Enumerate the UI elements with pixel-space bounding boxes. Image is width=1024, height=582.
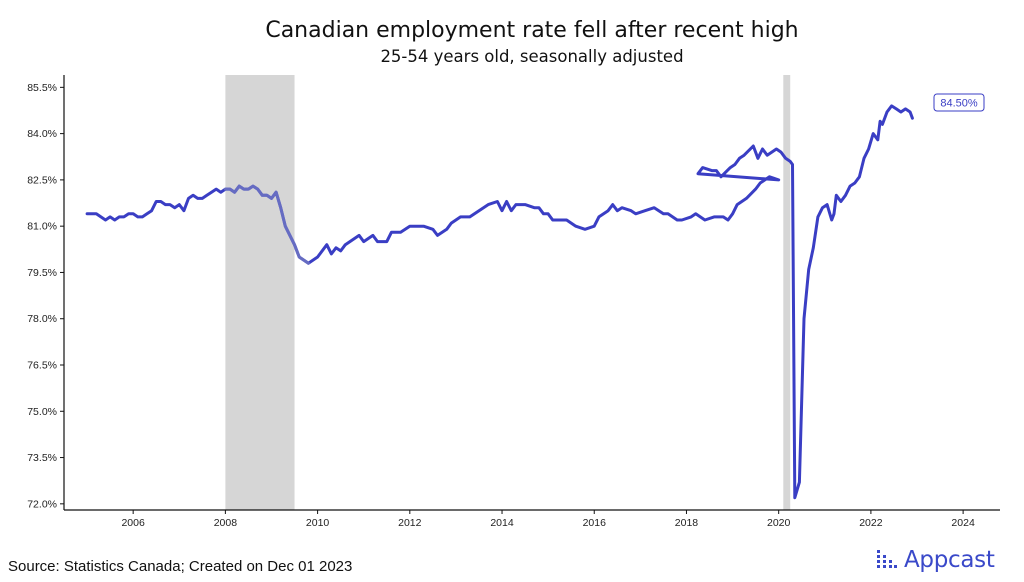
x-tick-label: 2022 bbox=[859, 517, 883, 529]
data-series bbox=[85, 104, 914, 500]
x-tick-label: 2006 bbox=[121, 517, 145, 529]
appcast-logo-text: Appcast bbox=[904, 547, 995, 573]
end-value-label: 84.50% bbox=[940, 98, 978, 110]
appcast-logo-icon bbox=[877, 550, 897, 568]
source-note: Source: Statistics Canada; Created on De… bbox=[8, 558, 353, 575]
y-tick-label: 85.5% bbox=[27, 82, 57, 94]
x-tick-label: 2010 bbox=[306, 517, 330, 529]
x-tick-label: 2008 bbox=[214, 517, 238, 529]
chart-title: Canadian employment rate fell after rece… bbox=[265, 18, 799, 43]
y-tick-label: 82.5% bbox=[27, 174, 57, 186]
y-tick-label: 76.5% bbox=[27, 360, 57, 372]
x-tick-label: 2018 bbox=[675, 517, 699, 529]
series-line bbox=[85, 104, 914, 500]
x-tick-label: 2012 bbox=[398, 517, 422, 529]
y-tick-label: 79.5% bbox=[27, 267, 57, 279]
recession-band bbox=[783, 75, 791, 510]
axis-ticks: 72.0% 73.5% 75.0% 76.5% 78.0% 79.5% 81.0% 82.5%… bbox=[27, 82, 975, 529]
y-tick-label: 78.0% bbox=[27, 313, 57, 325]
y-tick-label: 84.0% bbox=[27, 128, 57, 140]
x-tick-label: 2024 bbox=[951, 517, 975, 529]
end-value-label-box bbox=[933, 93, 985, 112]
y-tick-label: 73.5% bbox=[27, 452, 57, 464]
x-tick-label: 2014 bbox=[490, 517, 514, 529]
y-tick-label: 81.0% bbox=[27, 221, 57, 233]
chart-axes bbox=[63, 75, 1000, 511]
x-tick-label: 2020 bbox=[767, 517, 791, 529]
x-tick-label: 2016 bbox=[583, 517, 607, 529]
recession-band bbox=[225, 75, 295, 510]
y-tick-label: 75.0% bbox=[27, 406, 57, 418]
chart-subtitle: 25-54 years old, seasonally adjusted bbox=[380, 47, 684, 66]
y-tick-label: 72.0% bbox=[27, 498, 57, 510]
end-value-label-group: 84.50% bbox=[933, 93, 985, 112]
recession-bands bbox=[225, 75, 791, 510]
series-line-recession-segment bbox=[223, 184, 310, 265]
appcast-logo: Appcast bbox=[876, 546, 995, 574]
